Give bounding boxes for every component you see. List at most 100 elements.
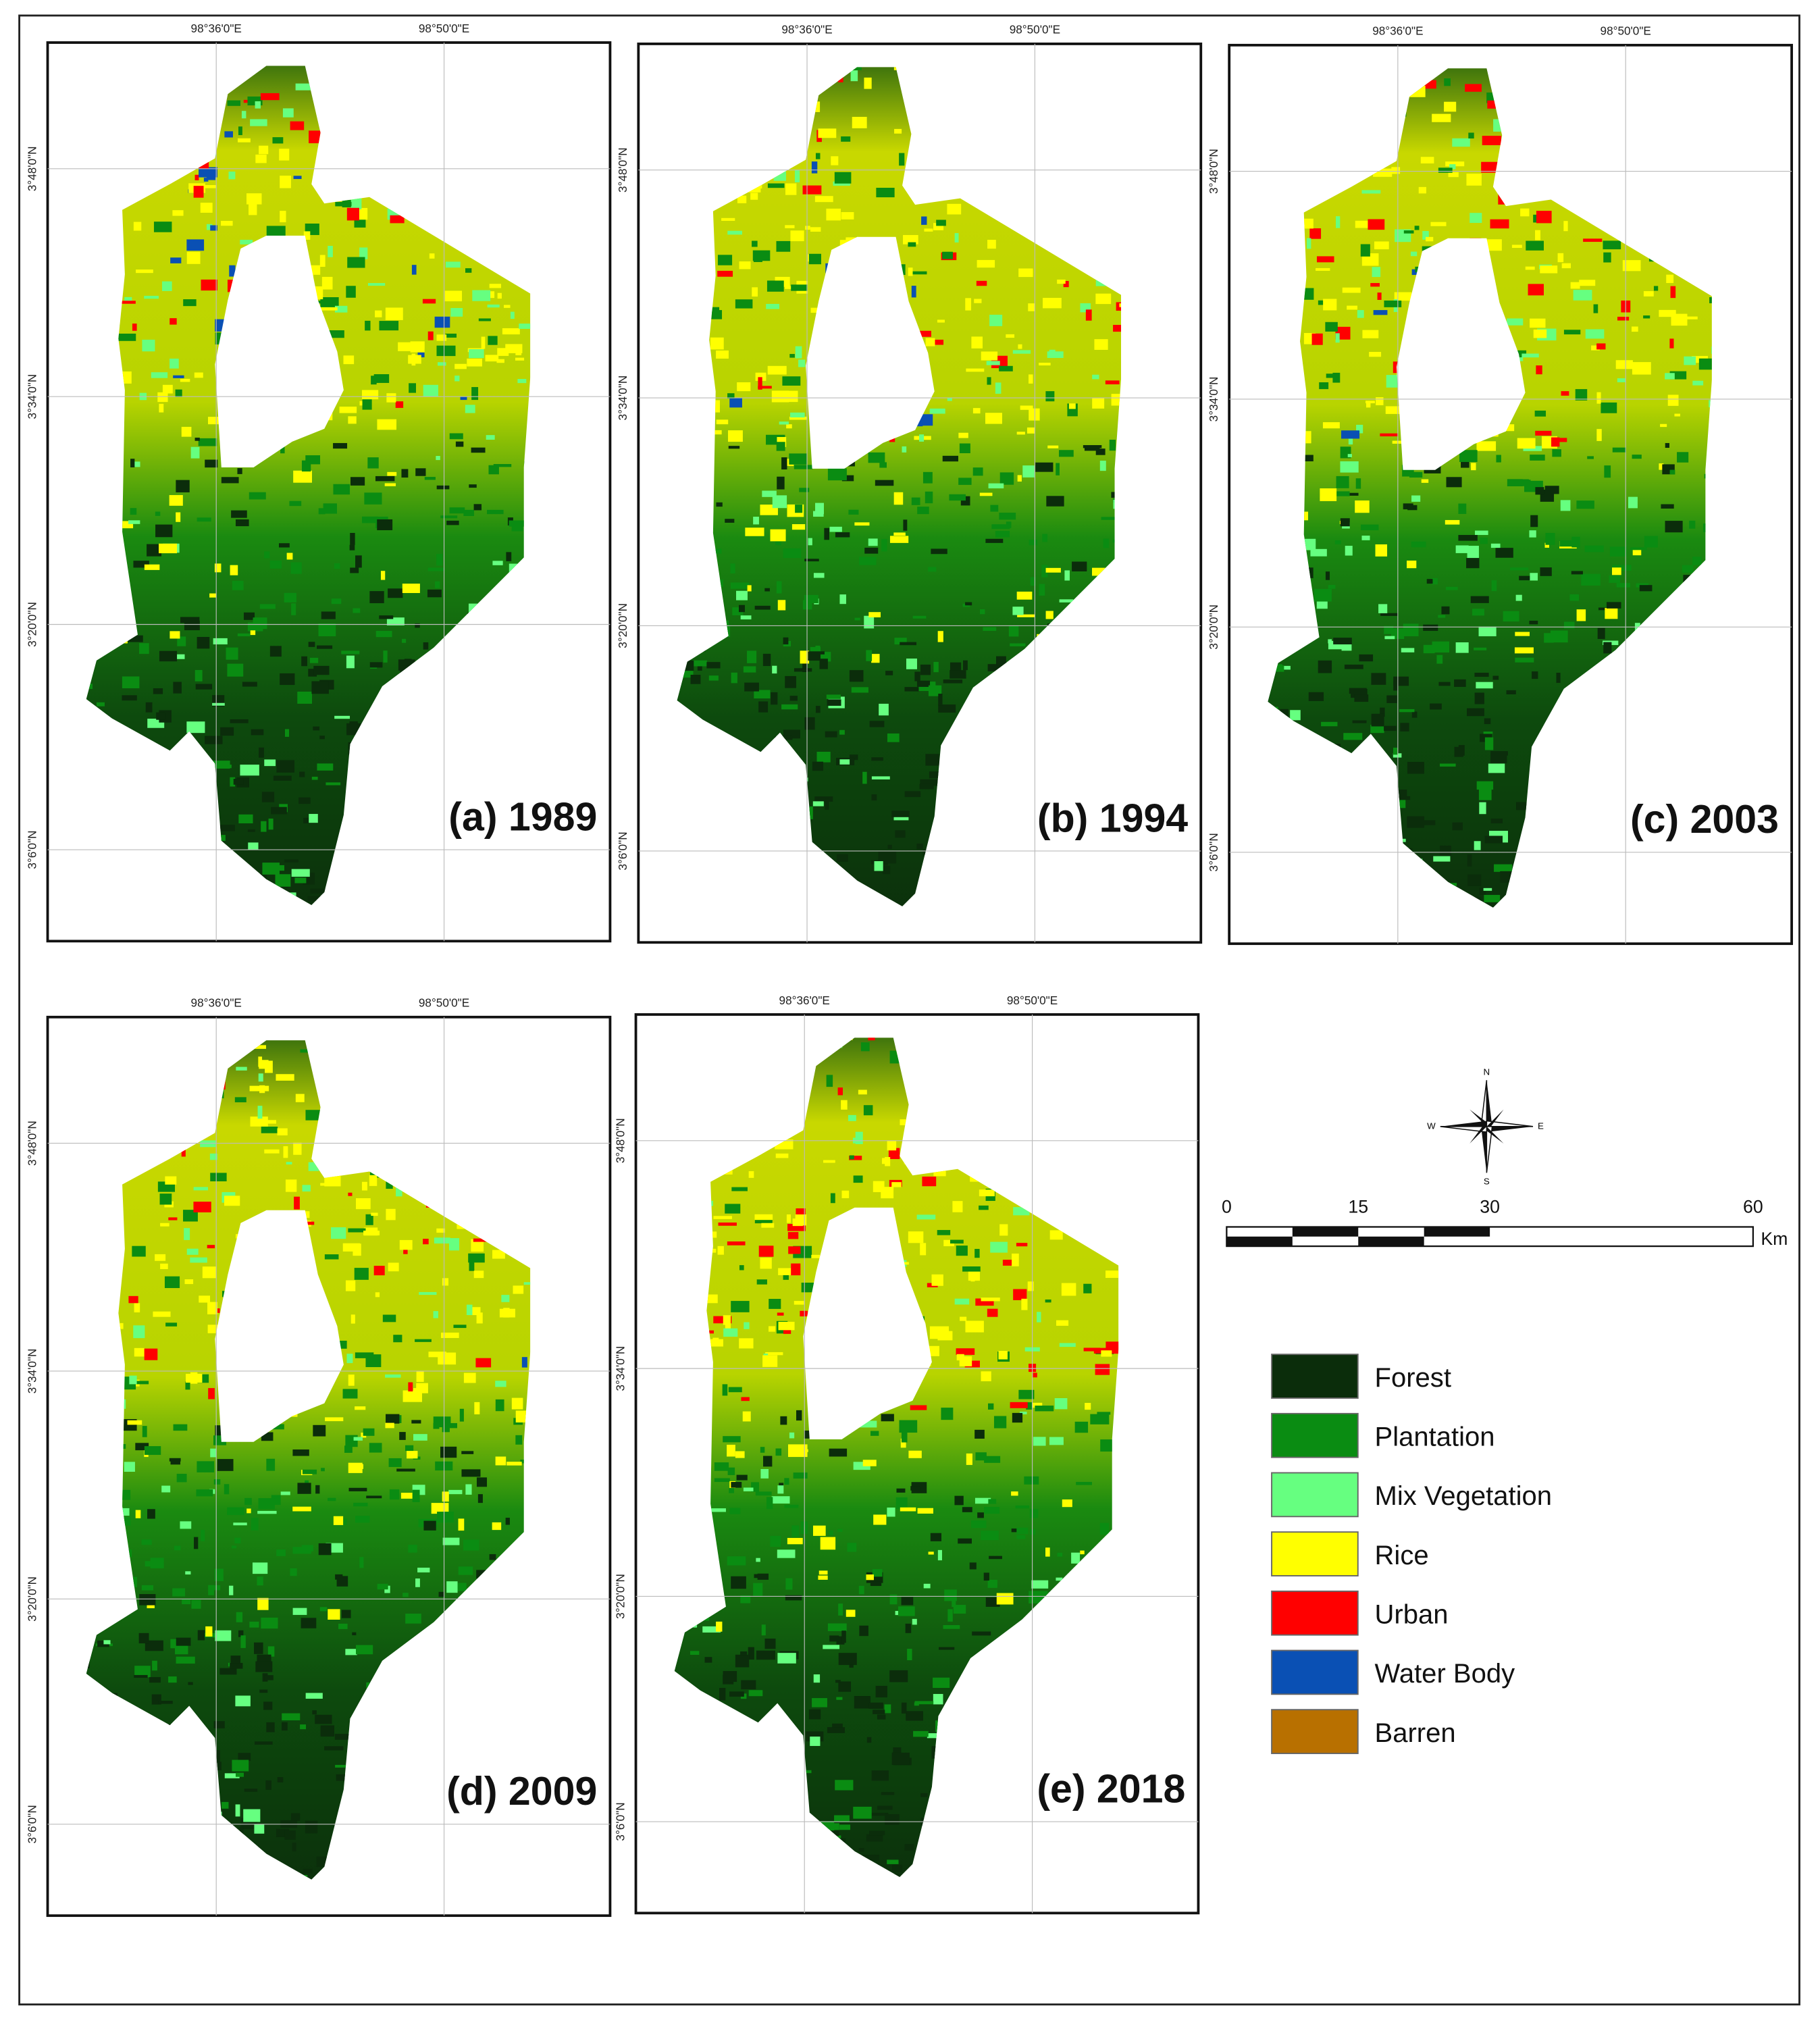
- scale-bar-segment: [1424, 1227, 1490, 1237]
- land-patch: [1059, 450, 1074, 457]
- land-patch: [255, 1661, 273, 1672]
- land-patch: [513, 1285, 524, 1294]
- land-patch: [789, 696, 798, 701]
- land-patch: [1515, 657, 1534, 663]
- land-patch: [814, 796, 833, 802]
- land-patch: [1302, 288, 1314, 300]
- land-patch: [716, 502, 723, 507]
- land-patch: [520, 1460, 527, 1464]
- land-patch: [849, 1155, 854, 1160]
- land-patch: [1587, 456, 1594, 459]
- land-patch: [1438, 615, 1446, 618]
- land-patch: [1113, 324, 1122, 332]
- land-patch: [835, 1780, 854, 1791]
- land-patch: [1570, 282, 1580, 289]
- land-patch: [956, 1245, 968, 1256]
- land-patch: [489, 1553, 496, 1560]
- land-patch: [826, 208, 841, 221]
- land-patch: [757, 1573, 769, 1580]
- land-patch: [197, 636, 210, 649]
- arrow-half: [1486, 1126, 1533, 1133]
- land-patch: [1515, 594, 1522, 601]
- land-patch: [237, 633, 251, 637]
- land-patch: [1386, 375, 1399, 388]
- land-patch: [1507, 479, 1523, 486]
- land-patch: [839, 729, 845, 735]
- land-patch: [1481, 161, 1499, 173]
- land-patch: [796, 1410, 802, 1421]
- land-patch: [243, 612, 255, 620]
- land-patch: [1492, 675, 1499, 680]
- land-patch: [473, 1270, 484, 1279]
- land-patch: [1632, 362, 1651, 375]
- land-patch: [920, 1243, 927, 1256]
- land-patch: [839, 759, 850, 765]
- land-patch: [442, 1424, 450, 1433]
- land-patch: [334, 1734, 353, 1740]
- scale-bar-segment: [1292, 1227, 1359, 1237]
- land-patch: [181, 1148, 186, 1157]
- land-patch: [778, 1268, 796, 1275]
- land-patch: [1414, 226, 1420, 230]
- land-patch: [1446, 477, 1462, 488]
- land-patch: [1116, 302, 1122, 311]
- land-patch: [755, 1491, 772, 1496]
- land-patch: [399, 1239, 413, 1250]
- land-patch: [367, 283, 386, 286]
- land-patch: [1467, 546, 1479, 559]
- land-patch: [251, 1518, 259, 1531]
- land-patch: [1530, 573, 1538, 581]
- land-patch: [1571, 571, 1583, 575]
- land-patch: [883, 865, 891, 875]
- land-patch: [1343, 733, 1363, 740]
- land-patch: [829, 1530, 833, 1535]
- legend-label: Rice: [1375, 1541, 1429, 1570]
- land-patch: [1016, 591, 1033, 600]
- land-patch: [1423, 644, 1435, 654]
- land-patch: [1454, 679, 1466, 687]
- land-patch: [474, 1402, 480, 1414]
- longitude-label: 98°50'0"E: [1007, 994, 1058, 1007]
- land-patch: [122, 695, 137, 701]
- land-patch: [355, 1352, 374, 1358]
- land-patch: [290, 1813, 301, 1821]
- land-patch: [170, 358, 179, 369]
- land-patch: [1094, 339, 1108, 350]
- land-patch: [386, 393, 396, 403]
- land-patch: [1332, 372, 1341, 383]
- land-patch: [1335, 216, 1341, 228]
- land-patch: [282, 108, 294, 118]
- land-patch: [350, 477, 365, 486]
- land-patch: [850, 70, 858, 82]
- land-patch: [758, 701, 769, 713]
- land-patch: [248, 842, 259, 850]
- land-patch: [1068, 403, 1076, 409]
- land-patch: [506, 552, 512, 561]
- land-patch: [1349, 688, 1367, 694]
- land-patch: [756, 1279, 767, 1285]
- land-patch: [272, 137, 284, 144]
- land-patch: [1340, 518, 1350, 527]
- land-patch: [1311, 333, 1323, 345]
- land-patch: [1482, 136, 1501, 145]
- land-patch: [390, 215, 405, 224]
- land-patch: [904, 687, 919, 692]
- land-patch: [762, 490, 777, 497]
- land-patch: [1530, 515, 1538, 528]
- land-patch: [355, 1198, 371, 1210]
- land-patch: [408, 1382, 413, 1392]
- land-patch: [939, 1647, 955, 1650]
- land-patch: [284, 859, 298, 863]
- land-patch: [1455, 642, 1469, 653]
- land-patch: [1049, 349, 1056, 355]
- map-panel: 98°36'0"E 98°50'0"E3°48'0"N3°34'0"N3°20'0…: [613, 994, 1200, 1915]
- land-patch: [736, 590, 748, 600]
- land-patch: [445, 333, 457, 338]
- land-patch: [438, 362, 446, 366]
- land-patch: [881, 538, 887, 552]
- land-patch: [1352, 720, 1367, 723]
- land-patch: [1303, 455, 1314, 462]
- land-patch: [971, 1520, 987, 1529]
- land-patch: [810, 646, 821, 655]
- panel-title: (b) 1994: [1037, 796, 1188, 840]
